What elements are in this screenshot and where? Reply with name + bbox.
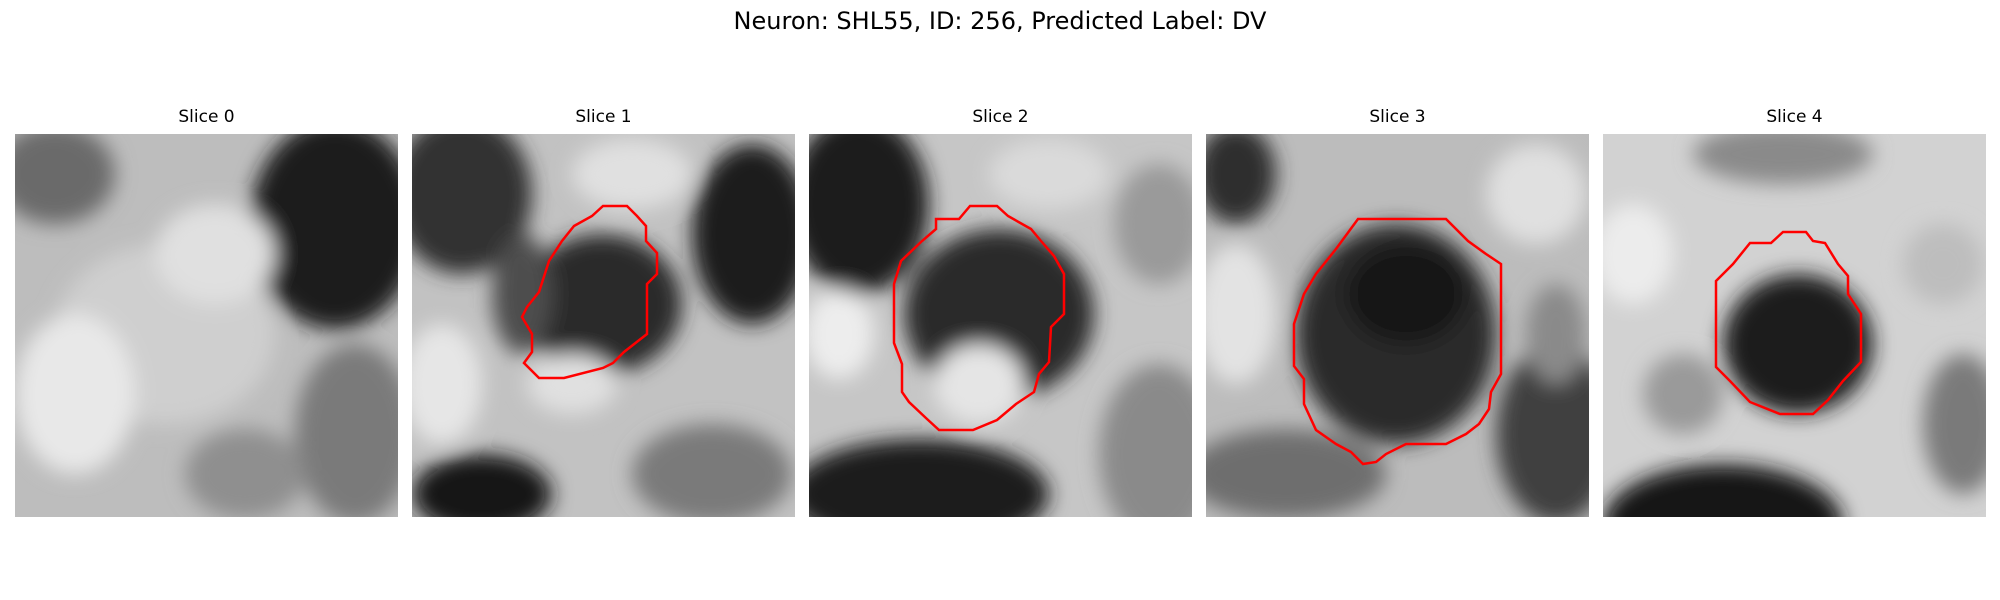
slice-image-1 (412, 134, 795, 517)
slice-panel-4: Slice 4 (1603, 106, 1986, 517)
slice-panel-0: Slice 0 (15, 106, 398, 517)
slice-image-2 (809, 134, 1192, 517)
slice-title-2: Slice 2 (972, 107, 1029, 127)
neuron-outline-2 (892, 204, 1066, 432)
slice-title-4: Slice 4 (1766, 107, 1823, 127)
neuron-outline-4 (1714, 230, 1863, 416)
slice-title-1: Slice 1 (575, 107, 632, 127)
neuron-outline-3 (1292, 217, 1503, 466)
slice-panel-3: Slice 3 (1206, 106, 1589, 517)
slice-title-0: Slice 0 (178, 107, 235, 127)
slice-panel-2: Slice 2 (809, 106, 1192, 517)
figure-title: Neuron: SHL55, ID: 256, Predicted Label:… (733, 7, 1267, 35)
slice-image-0 (15, 134, 398, 517)
slice-image-4 (1603, 134, 1986, 517)
slice-panel-1: Slice 1 (412, 106, 795, 517)
slice-image-3 (1206, 134, 1589, 517)
neuron-outline-1 (520, 204, 659, 380)
slice-title-3: Slice 3 (1369, 107, 1426, 127)
